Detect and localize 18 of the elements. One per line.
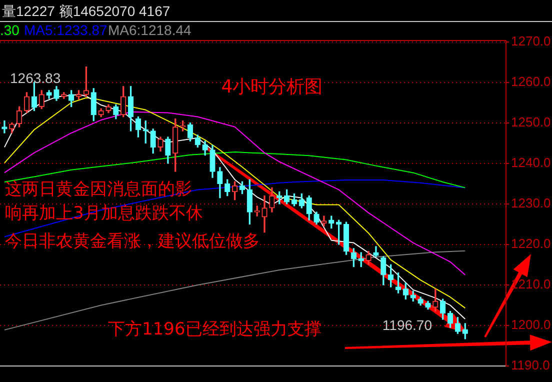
text: MA5:1233.87 [24, 22, 108, 38]
candlestick [2, 120, 8, 134]
y-tick-label: 1250.0 [511, 114, 551, 130]
y-tick-label: 1220.0 [511, 236, 551, 252]
text: 量12227 额14652070 4167 [2, 2, 170, 19]
annotation: 今日非农黄金看涨，建议低位做多 [5, 231, 260, 252]
y-tick-label: 1240.0 [511, 154, 551, 170]
annotation: 1196.70 [382, 316, 432, 333]
y-tick-label: 1270.0 [511, 33, 551, 48]
annotation: 下方1196已经到达强力支撑 [108, 319, 322, 340]
y-tick-label: 1230.0 [511, 195, 551, 210]
text: .30 [0, 22, 20, 38]
y-tick-label: 1190.0 [511, 358, 550, 373]
text: 4小时分析图 [221, 76, 323, 98]
y-tick-label: 1200.0 [511, 317, 551, 332]
annotation: 1263.83 [10, 70, 61, 86]
y-tick-label: 1260.0 [511, 74, 551, 89]
text: MA6:1218.44 [108, 22, 192, 38]
